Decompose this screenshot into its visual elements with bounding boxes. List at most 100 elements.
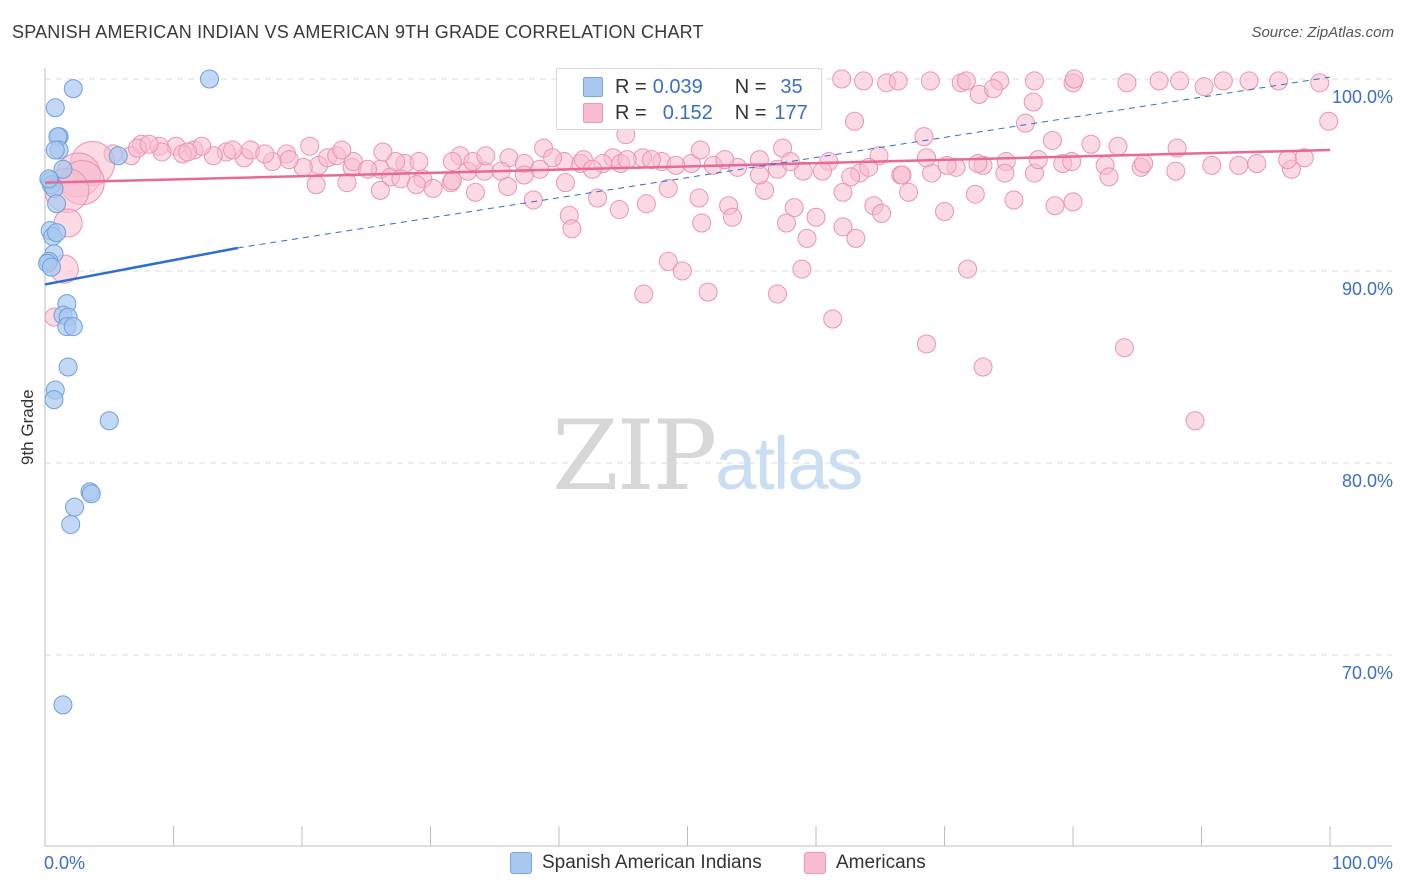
- americans-point: [1108, 136, 1128, 156]
- americans-point: [588, 188, 608, 208]
- americans-point: [409, 152, 429, 172]
- americans-point: [888, 71, 908, 91]
- americans-point: [899, 182, 919, 202]
- spanish-american-indians-point: [108, 146, 128, 166]
- n-value: 35: [780, 75, 803, 98]
- americans-point: [373, 142, 393, 162]
- legend-swatch-pink: [583, 103, 603, 123]
- series-legend: Spanish American Indians Americans: [0, 852, 1406, 878]
- americans-point: [1045, 196, 1065, 216]
- americans-point: [406, 175, 426, 195]
- americans-point: [476, 146, 496, 166]
- spanish-american-indians-point: [53, 695, 73, 715]
- x-tick-label-start: 0.0%: [44, 853, 85, 873]
- n-value: 177: [774, 101, 808, 124]
- n-label: N =: [734, 101, 767, 124]
- americans-point: [722, 207, 742, 227]
- americans-point: [423, 178, 443, 198]
- legend-row-spanish-american-indians: R = 0.039 N = 35: [583, 75, 803, 99]
- americans-point: [332, 140, 352, 160]
- americans-point: [792, 259, 812, 279]
- americans-point: [658, 251, 678, 271]
- americans-point: [1310, 73, 1330, 93]
- americans-point: [465, 182, 485, 202]
- spanish-american-indians-point: [45, 98, 65, 118]
- americans-point: [1134, 153, 1154, 173]
- r-value: 0.039: [652, 75, 703, 98]
- americans-point: [690, 140, 710, 160]
- americans-point: [1028, 150, 1048, 170]
- americans-point: [178, 142, 198, 162]
- spanish-american-indians-point: [41, 257, 61, 277]
- legend-swatch-pink: [804, 852, 826, 874]
- americans-point: [995, 163, 1015, 183]
- spanish-american-indians-point: [47, 223, 67, 243]
- americans-point: [139, 134, 159, 154]
- trend-lines: [44, 76, 1331, 286]
- americans-trend-line: [44, 148, 1331, 184]
- watermark-zip: ZIP: [552, 400, 717, 512]
- americans-point: [1194, 77, 1214, 97]
- americans-point: [776, 213, 796, 233]
- americans-point: [917, 334, 937, 354]
- americans-point: [1023, 92, 1043, 112]
- americans-point: [658, 178, 678, 198]
- americans-point: [833, 217, 853, 237]
- americans-point: [854, 71, 874, 91]
- spanish-american-indians-point: [47, 194, 67, 214]
- americans-point: [914, 127, 934, 147]
- spanish-american-indians-points: [38, 69, 219, 715]
- americans-point: [1166, 161, 1186, 181]
- americans-point: [689, 188, 709, 208]
- legend-swatch-blue: [583, 77, 603, 97]
- americans-point: [793, 161, 813, 181]
- legend-row-americans: R = 0.152 N = 177: [583, 101, 808, 125]
- americans-point: [920, 71, 940, 91]
- americans-point: [1319, 111, 1339, 131]
- spanish-american-indians-point: [99, 411, 119, 431]
- americans-point: [279, 150, 299, 170]
- r-label: R =: [615, 75, 647, 98]
- americans-point: [806, 207, 826, 227]
- americans-point: [617, 150, 637, 170]
- spanish-american-indians-point: [44, 390, 64, 410]
- n-label: N =: [734, 75, 767, 98]
- americans-point: [973, 357, 993, 377]
- americans-point: [965, 184, 985, 204]
- tick-labels: 100.0% 90.0% 80.0% 70.0% 0.0% 100.0%: [44, 87, 1393, 873]
- americans-point: [1185, 411, 1205, 431]
- americans-point: [872, 203, 892, 223]
- y-tick-label: 100.0%: [1332, 87, 1393, 107]
- americans-point: [672, 261, 692, 281]
- legend-label: Americans: [836, 852, 926, 873]
- americans-point: [845, 111, 865, 131]
- americans-point: [1117, 73, 1137, 93]
- y-tick-label: 80.0%: [1342, 471, 1393, 491]
- americans-point: [892, 165, 912, 185]
- spanish-american-indians-point: [53, 159, 73, 179]
- americans-point: [634, 284, 654, 304]
- americans-point: [846, 228, 866, 248]
- spanish-american-indians-point: [58, 357, 78, 377]
- americans-point: [223, 140, 243, 160]
- spanish-american-indians-trend-line: [44, 246, 238, 286]
- legend-item-americans[interactable]: Americans: [804, 852, 926, 874]
- americans-point: [386, 152, 406, 172]
- americans-point: [300, 136, 320, 156]
- source-label: Source: ZipAtlas.com: [1251, 24, 1394, 41]
- spanish-american-indians-point: [63, 317, 83, 337]
- americans-point: [442, 152, 462, 172]
- legend-item-spanish-american-indians[interactable]: Spanish American Indians: [510, 852, 762, 874]
- americans-point: [841, 167, 861, 187]
- americans-point: [917, 148, 937, 168]
- y-axis-label: 9th Grade: [18, 389, 37, 465]
- spanish-american-indians-point: [63, 79, 83, 99]
- americans-point: [370, 180, 390, 200]
- americans-point: [749, 165, 769, 185]
- americans-point: [1099, 167, 1119, 187]
- americans-point: [797, 228, 817, 248]
- americans-point: [780, 152, 800, 172]
- americans-point: [306, 175, 326, 195]
- americans-point: [983, 79, 1003, 99]
